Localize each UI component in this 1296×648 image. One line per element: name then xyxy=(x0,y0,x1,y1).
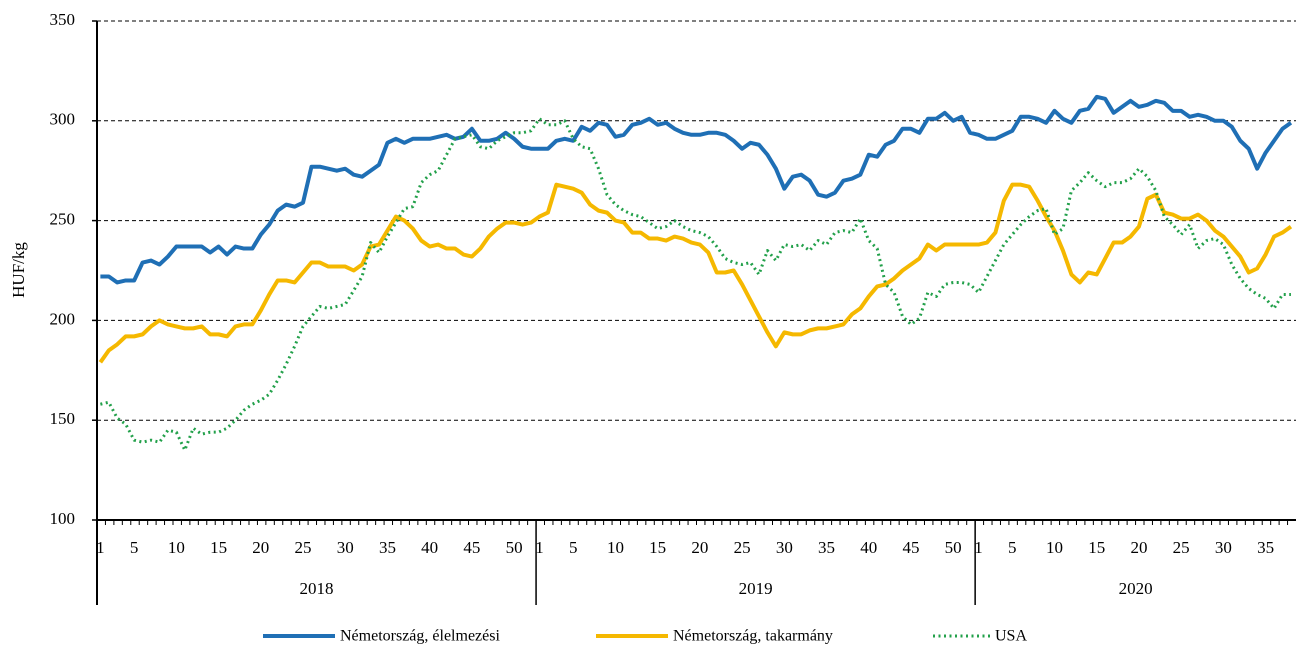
x-tick-label: 5 xyxy=(130,538,139,557)
x-tick-label: 40 xyxy=(421,538,438,557)
x-tick-label: 35 xyxy=(818,538,835,557)
x-tick-label: 45 xyxy=(902,538,919,557)
group-label: 2019 xyxy=(739,579,773,598)
x-tick-label: 40 xyxy=(860,538,877,557)
x-tick-label: 30 xyxy=(1215,538,1232,557)
y-axis-label: HUF/kg xyxy=(9,242,28,298)
x-tick-label: 1 xyxy=(535,538,544,557)
x-tick-label: 35 xyxy=(1257,538,1274,557)
x-tick-label: 5 xyxy=(1008,538,1017,557)
x-tick-label: 50 xyxy=(506,538,523,557)
series-line xyxy=(98,182,1293,364)
y-tick-label: 100 xyxy=(50,509,76,528)
x-tick-label: 25 xyxy=(295,538,312,557)
y-tick-label: 350 xyxy=(50,10,76,29)
x-tick-label: 10 xyxy=(168,538,185,557)
group-label: 2018 xyxy=(300,579,334,598)
x-tick-label: 15 xyxy=(1088,538,1105,557)
x-tick-label: 15 xyxy=(649,538,666,557)
x-tick-label: 25 xyxy=(734,538,751,557)
x-tick-label: 1 xyxy=(96,538,105,557)
x-tick-label: 30 xyxy=(337,538,354,557)
x-tick-label: 10 xyxy=(1046,538,1063,557)
x-tick-label: 50 xyxy=(945,538,962,557)
legend-label: Németország, takarmány xyxy=(673,628,833,645)
x-tick-label: 35 xyxy=(379,538,396,557)
x-tick-label: 15 xyxy=(210,538,227,557)
x-tick-label: 20 xyxy=(691,538,708,557)
group-label: 2020 xyxy=(1119,579,1153,598)
x-tick-label: 5 xyxy=(569,538,578,557)
x-tick-label: 30 xyxy=(776,538,793,557)
x-tick-label: 20 xyxy=(252,538,269,557)
series-line xyxy=(100,117,1291,452)
series-line xyxy=(100,94,1293,285)
y-tick-label: 250 xyxy=(50,210,76,229)
x-tick-label: 25 xyxy=(1173,538,1190,557)
legend-label: Németország, élelmezési xyxy=(340,628,500,645)
y-tick-label: 150 xyxy=(50,409,76,428)
x-tick-label: 10 xyxy=(607,538,624,557)
y-tick-label: 200 xyxy=(50,309,76,328)
legend-label: USA xyxy=(995,628,1027,645)
x-tick-label: 45 xyxy=(463,538,480,557)
x-tick-label: 1 xyxy=(974,538,983,557)
x-tick-label: 20 xyxy=(1130,538,1147,557)
y-tick-label: 300 xyxy=(50,110,76,129)
